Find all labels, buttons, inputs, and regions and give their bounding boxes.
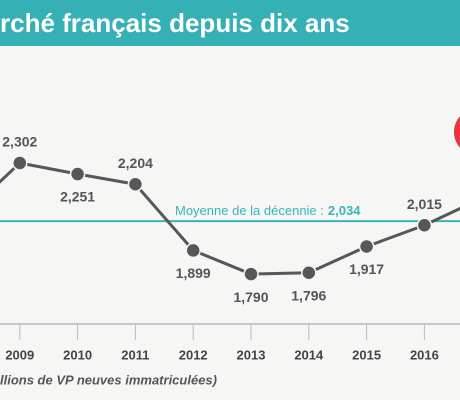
point bbox=[243, 266, 259, 282]
plot-background bbox=[0, 46, 460, 400]
axis-note: llions de VP neuves immatriculées) bbox=[0, 372, 217, 387]
value-label: 2,302 bbox=[2, 134, 37, 150]
average-value: 2,034 bbox=[328, 204, 361, 219]
x-tick-label: 2014 bbox=[294, 347, 324, 362]
x-tick-label: 2009 bbox=[5, 347, 34, 362]
x-tick-label: 2012 bbox=[179, 347, 208, 362]
value-label: 2,204 bbox=[118, 155, 153, 171]
x-tick-label: 2011 bbox=[121, 347, 149, 362]
badge bbox=[454, 116, 460, 148]
point bbox=[301, 265, 317, 281]
title-band bbox=[0, 0, 460, 46]
value-label: 1,899 bbox=[176, 265, 211, 281]
value-label: 1,796 bbox=[291, 287, 326, 303]
point bbox=[69, 166, 86, 182]
point bbox=[185, 242, 201, 259]
x-tick-label: 2015 bbox=[352, 347, 381, 362]
x-tick-label: 2010 bbox=[63, 347, 92, 362]
point bbox=[127, 176, 144, 192]
value-label: 1,790 bbox=[233, 289, 268, 305]
point bbox=[12, 155, 28, 171]
point bbox=[358, 238, 375, 255]
chart-title: rché français depuis dix ans bbox=[0, 8, 350, 38]
x-tick-label: 2013 bbox=[237, 347, 266, 362]
average-label-text: Moyenne de la décennie : bbox=[175, 204, 324, 219]
point bbox=[416, 217, 433, 233]
value-label: 2,015 bbox=[407, 196, 442, 212]
x-tick-label: 2016 bbox=[410, 347, 439, 362]
average-label: Moyenne de la décennie : 2,034 bbox=[175, 204, 361, 219]
line bbox=[0, 161, 460, 276]
value-label: 2,251 bbox=[60, 189, 95, 205]
value-label: 1,917 bbox=[349, 261, 384, 277]
